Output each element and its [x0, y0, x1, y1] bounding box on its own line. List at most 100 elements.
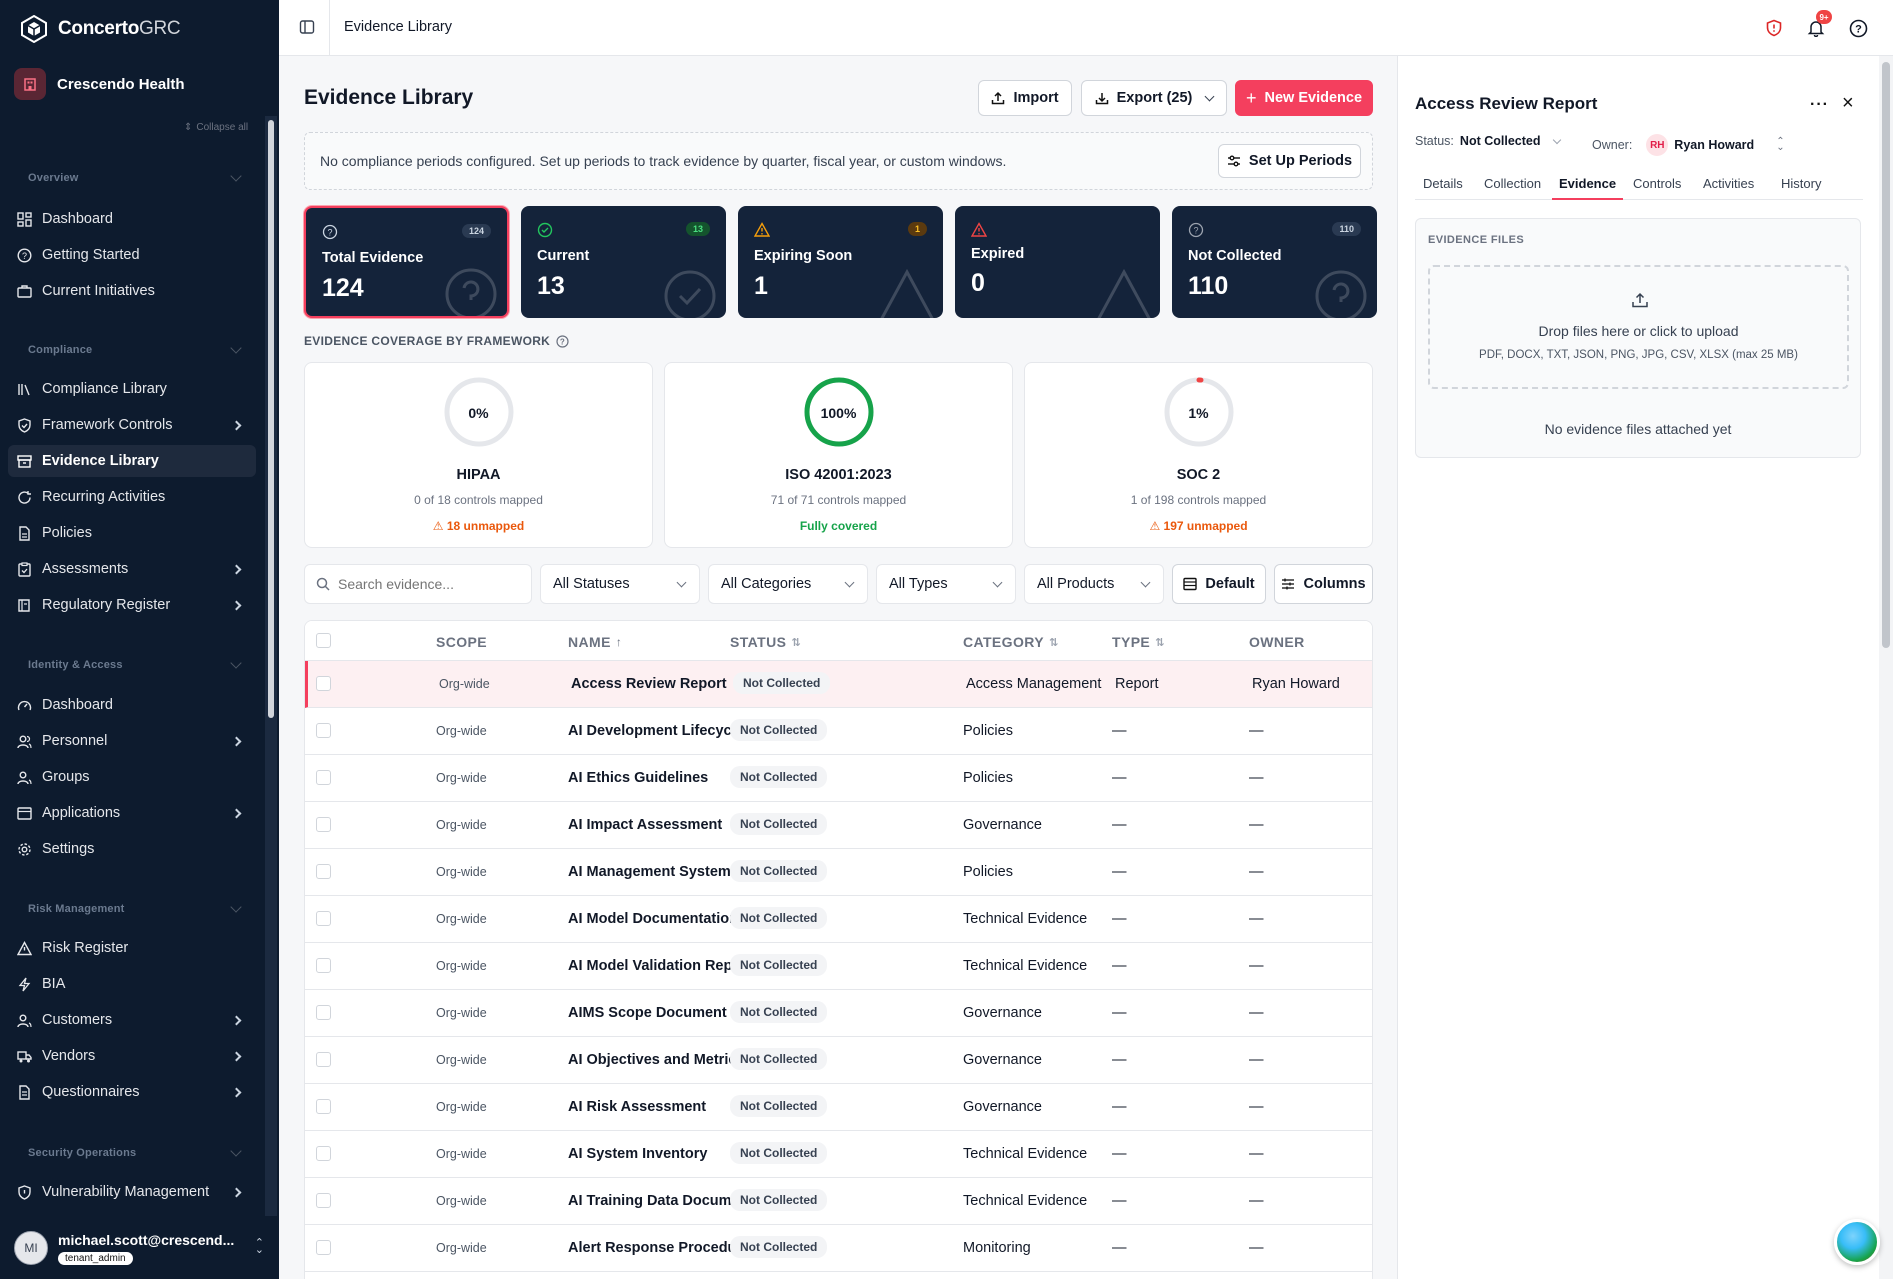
row-checkbox[interactable] [316, 770, 331, 785]
sidebar-item-ia-dashboard[interactable]: Dashboard [8, 689, 256, 721]
row-checkbox[interactable] [316, 1193, 331, 1208]
file-dropzone[interactable]: Drop files here or click to upload PDF, … [1428, 265, 1849, 389]
sidebar-item-getting-started[interactable]: ? Getting Started [8, 239, 256, 271]
status-filter-select[interactable]: All Statuses [540, 564, 700, 604]
row-checkbox[interactable] [316, 1005, 331, 1020]
tab-history[interactable]: History [1781, 176, 1822, 191]
tab-activities[interactable]: Activities [1703, 176, 1755, 191]
framework-card-hipaa[interactable]: 0% HIPAA 0 of 18 controls mapped ⚠ 18 un… [304, 362, 653, 548]
sidebar-item-compliance-library[interactable]: Compliance Library [8, 373, 256, 405]
sidebar-item-recurring-activities[interactable]: Recurring Activities [8, 481, 256, 513]
search-box[interactable] [304, 564, 532, 604]
section-compliance[interactable]: Compliance [28, 344, 93, 356]
sidebar-item-assessments[interactable]: Assessments [8, 553, 256, 585]
import-button[interactable]: Import [978, 80, 1072, 116]
section-risk-management[interactable]: Risk Management [28, 903, 125, 915]
close-icon[interactable]: × [1842, 92, 1854, 114]
set-up-periods-button[interactable]: Set Up Periods [1218, 144, 1361, 178]
sidebar-item-settings[interactable]: Settings [8, 833, 256, 865]
sidebar-item-applications[interactable]: Applications [8, 797, 256, 829]
sidebar-item-framework-controls[interactable]: Framework Controls [8, 409, 256, 441]
table-row[interactable]: Org-wide AI Impact Assessment Not Collecte… [305, 802, 1372, 849]
table-row[interactable]: Org-wide AI Development Lifecycle Policy N… [305, 708, 1372, 755]
table-row[interactable]: Org-wide AI Management System Policy Not C… [305, 849, 1372, 896]
col-name[interactable]: NAME ↑ [568, 634, 622, 650]
sidebar-item-regulatory-register[interactable]: Regulatory Register [8, 589, 256, 621]
help-circle-icon[interactable]: ? [556, 334, 569, 348]
table-row[interactable]: Org-wide AI System Inventory Not Collected… [305, 1131, 1372, 1178]
status-selector[interactable]: Status: Not Collected [1415, 134, 1562, 148]
row-checkbox[interactable] [316, 1146, 331, 1161]
table-row[interactable]: Org-wide AI Model Validation Report Not Co… [305, 943, 1372, 990]
row-checkbox[interactable] [316, 817, 331, 832]
table-row[interactable]: Org-wide AI Objectives and Metrics Not Col… [305, 1037, 1372, 1084]
table-row[interactable]: Org-wide AI Risk Assessment Not Collected G… [305, 1084, 1372, 1131]
col-category[interactable]: CATEGORY ⇅ [963, 634, 1059, 650]
col-owner[interactable]: OWNER [1249, 634, 1305, 650]
export-button[interactable]: Export (25) [1081, 80, 1227, 116]
section-security-operations[interactable]: Security Operations [28, 1147, 137, 1159]
owner-selector[interactable]: Owner: RH Ryan Howard ⌃ ⌄ [1592, 134, 1785, 156]
row-checkbox[interactable] [316, 723, 331, 738]
sidebar-item-customers[interactable]: Customers [8, 1004, 256, 1036]
tab-evidence[interactable]: Evidence [1552, 176, 1624, 200]
sidebar-item-current-initiatives[interactable]: Current Initiatives [8, 275, 256, 307]
row-checkbox[interactable] [316, 1240, 331, 1255]
collapse-all-button[interactable]: ⇕ Collapse all [184, 122, 248, 133]
row-checkbox[interactable] [316, 676, 331, 691]
tab-collection[interactable]: Collection [1484, 176, 1542, 191]
sidebar-item-questionnaires[interactable]: Questionnaires [8, 1076, 256, 1108]
sidebar-item-groups[interactable]: Groups [8, 761, 256, 793]
category-filter-select[interactable]: All Categories [708, 564, 868, 604]
sidebar-item-evidence-library[interactable]: Evidence Library [8, 445, 256, 477]
org-switcher[interactable]: Crescendo Health [14, 68, 185, 100]
chevron-down-icon[interactable] [230, 170, 242, 182]
section-identity-access[interactable]: Identity & Access [28, 659, 123, 671]
columns-button[interactable]: Columns [1274, 564, 1373, 604]
more-options-icon[interactable]: ··· [1810, 96, 1829, 113]
framework-card-iso-42001[interactable]: 100% ISO 42001:2023 71 of 71 controls ma… [664, 362, 1013, 548]
row-checkbox[interactable] [316, 1052, 331, 1067]
stat-card-total-evidence[interactable]: ? 124 Total Evidence 124 [304, 206, 509, 318]
stat-card-current[interactable]: 13 Current 13 [521, 206, 726, 318]
help-circle-icon[interactable]: ? [1847, 17, 1869, 39]
sidebar-scrollbar-thumb[interactable] [268, 120, 274, 718]
framework-card-soc2[interactable]: 1% SOC 2 1 of 198 controls mapped ⚠ 197 … [1024, 362, 1373, 548]
row-checkbox[interactable] [316, 1099, 331, 1114]
default-view-button[interactable]: Default [1172, 564, 1266, 604]
col-status[interactable]: STATUS ⇅ [730, 634, 801, 650]
sidebar-item-risk-register[interactable]: Risk Register [8, 932, 256, 964]
chevron-down-icon[interactable] [230, 901, 242, 913]
stat-card-expired[interactable]: Expired 0 [955, 206, 1160, 318]
chevron-down-icon[interactable] [230, 657, 242, 669]
chevron-down-icon[interactable] [230, 1145, 242, 1157]
row-checkbox[interactable] [316, 911, 331, 926]
table-row[interactable]: Org-wide Alert Response Procedures Not Col… [305, 1225, 1372, 1272]
search-input[interactable] [338, 576, 518, 592]
section-overview[interactable]: Overview [28, 172, 79, 184]
sidebar-item-policies[interactable]: Policies [8, 517, 256, 549]
sidebar-item-vendors[interactable]: Vendors [8, 1040, 256, 1072]
col-type[interactable]: TYPE ⇅ [1112, 634, 1165, 650]
tab-details[interactable]: Details [1423, 176, 1463, 191]
panel-scrollbar-thumb[interactable] [1882, 62, 1890, 648]
sidebar-toggle-icon[interactable] [299, 19, 315, 35]
table-row[interactable]: Org-wide Access Review Report Not Collecte… [305, 661, 1372, 708]
table-row[interactable]: Org-wide AI Ethics Guidelines Not Collecte… [305, 755, 1372, 802]
sidebar-item-personnel[interactable]: Personnel [8, 725, 256, 757]
stat-card-not-collected[interactable]: ? 110 Not Collected 110 [1172, 206, 1377, 318]
row-checkbox[interactable] [316, 958, 331, 973]
sidebar-item-dashboard[interactable]: Dashboard [8, 203, 256, 235]
table-row[interactable]: Org-wide AI Training Data Documentation No… [305, 1178, 1372, 1225]
type-filter-select[interactable]: All Types [876, 564, 1016, 604]
row-checkbox[interactable] [316, 864, 331, 879]
table-row[interactable]: Org-wide AIMS Scope Document Not Collected… [305, 990, 1372, 1037]
sidebar-item-vulnerability-management[interactable]: Vulnerability Management [8, 1176, 256, 1208]
sidebar-item-bia[interactable]: BIA [8, 968, 256, 1000]
product-filter-select[interactable]: All Products [1024, 564, 1164, 604]
security-shield-icon[interactable] [1763, 17, 1785, 39]
brand-logo-link[interactable]: ConcertoGRC [20, 14, 181, 44]
tab-controls[interactable]: Controls [1633, 176, 1682, 191]
stat-card-expiring-soon[interactable]: 1 Expiring Soon 1 [738, 206, 943, 318]
select-all-checkbox[interactable] [316, 633, 331, 648]
